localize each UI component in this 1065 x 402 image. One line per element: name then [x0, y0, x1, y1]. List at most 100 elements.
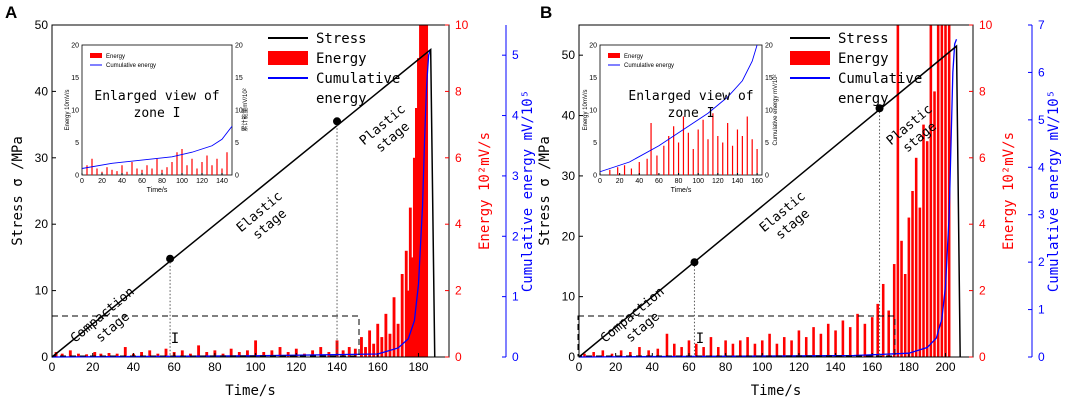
energy-bar — [933, 91, 936, 358]
energy-bar — [380, 337, 384, 357]
y3-axis-label: Cumulative energy mV/10⁵ — [1046, 90, 1062, 292]
energy-bar — [804, 337, 808, 357]
legend: Stress Energy Cumulative energy — [268, 31, 400, 107]
y3-axis-label: Cumulative energy mV/10⁵ — [520, 90, 536, 292]
x-tick-label: 100 — [752, 360, 772, 374]
energy-bar — [347, 347, 351, 357]
legend: Stress Energy Cumulative energy — [790, 31, 922, 107]
energy-bar — [610, 353, 614, 357]
inset-energy-bar — [126, 171, 128, 175]
x-tick-label: 200 — [935, 360, 955, 374]
inset-y2-tick-label: 20 — [765, 43, 773, 50]
legend-label-cumulative-2: energy — [838, 91, 889, 107]
energy-bar — [790, 340, 793, 357]
legend-label-energy: Energy — [316, 51, 367, 67]
x-tick-label: 160 — [368, 360, 388, 374]
energy-bar — [673, 343, 676, 357]
y2-tick-label: 6 — [979, 151, 986, 165]
energy-bar — [417, 58, 420, 357]
energy-bar — [826, 323, 830, 357]
inset-energy-bar — [668, 136, 670, 175]
x-tick-label: 160 — [862, 360, 882, 374]
y-tick-label: 0 — [41, 350, 48, 364]
inset-energy-bar — [638, 162, 640, 175]
y2-tick-label: 0 — [455, 350, 462, 364]
energy-bar — [364, 347, 367, 357]
energy-bar — [425, 25, 429, 357]
inset-energy-bar — [707, 139, 709, 175]
inset-energy-bar — [741, 136, 743, 175]
x-tick-label: 80 — [719, 360, 733, 374]
inset-energy-bar — [650, 123, 652, 175]
y3-tick-label: 6 — [1038, 65, 1045, 79]
y-tick-label: 30 — [562, 169, 576, 183]
energy-bar — [592, 352, 595, 357]
inset-energy-bar — [617, 167, 619, 175]
inset-title: Enlarged view of — [94, 89, 219, 104]
energy-bar — [368, 330, 372, 357]
x-tick-label: 140 — [826, 360, 846, 374]
inset-y-label: Energy 10mV/s — [583, 89, 589, 130]
energy-bar — [914, 157, 918, 357]
y-tick-label: 50 — [35, 18, 49, 32]
y-tick-label: 0 — [568, 350, 575, 364]
y2-tick-label: 4 — [455, 217, 462, 231]
y3-tick-label: 3 — [1038, 208, 1045, 222]
energy-bar — [760, 340, 764, 357]
energy-bar — [753, 343, 757, 357]
inset-energy-bar — [141, 169, 143, 175]
energy-bar — [900, 240, 903, 357]
energy-bar — [768, 333, 771, 357]
energy-bar — [731, 343, 735, 357]
inset-y2-tick-label: 10 — [235, 108, 243, 115]
stage-label: Compactionstage — [68, 284, 148, 358]
energy-bar — [911, 191, 914, 357]
energy-bar — [123, 347, 127, 357]
inset-energy-bar — [96, 168, 98, 175]
y2-tick-label: 8 — [455, 84, 462, 98]
x-tick-label: 20 — [86, 360, 100, 374]
inset-y-tick-label: 15 — [71, 75, 79, 82]
inset-frame — [81, 44, 233, 176]
inset-x-tick-label: 20 — [616, 178, 624, 185]
energy-bar — [384, 313, 388, 357]
inset-energy-bar — [106, 167, 108, 175]
y2-tick-label: 2 — [455, 284, 462, 298]
y-tick-label: 10 — [562, 290, 576, 304]
energy-bar — [870, 317, 874, 357]
inset-energy-bar — [206, 155, 208, 175]
inset-y-tick-label: 15 — [589, 75, 597, 82]
inset-energy-bar — [171, 162, 173, 175]
legend-swatch-energy — [268, 51, 308, 65]
x-tick-label: 180 — [408, 360, 428, 374]
y3-tick-label: 4 — [1038, 160, 1045, 174]
inset-legend-swatch-energy — [608, 53, 620, 58]
energy-bar — [408, 207, 412, 357]
energy-bar — [775, 343, 779, 357]
energy-bar — [907, 217, 911, 357]
inset-energy-bar — [677, 142, 680, 175]
inset-x-tick-label: 140 — [216, 178, 228, 185]
inset-energy-bar — [717, 136, 719, 175]
energy-bar — [410, 257, 414, 357]
stage-label: Elasticstage — [234, 189, 296, 248]
y-tick-label: 10 — [35, 284, 49, 298]
inset-y-tick-label: 5 — [593, 140, 597, 147]
panel-A: A0 20 40 60 80 100 120 140 160 180Time/s010203040… — [5, 3, 536, 399]
y2-tick-label: 10 — [455, 18, 469, 32]
inset-energy-bar — [226, 152, 228, 175]
energy-bar — [619, 350, 623, 357]
energy-bar — [925, 141, 929, 357]
x-tick-label: 40 — [127, 360, 141, 374]
inset-x-label: Time/s — [671, 187, 692, 194]
inset-x-tick-label: 60 — [138, 178, 146, 185]
energy-bar — [929, 25, 933, 357]
energy-bar — [180, 350, 184, 357]
inset-legend-label-cumulative: Cumulative energy — [624, 63, 674, 69]
energy-bar — [856, 313, 859, 357]
y-tick-label: 40 — [35, 84, 49, 98]
energy-bar — [680, 347, 683, 357]
energy-bar — [863, 323, 867, 357]
inset-energy-bar — [156, 158, 158, 175]
